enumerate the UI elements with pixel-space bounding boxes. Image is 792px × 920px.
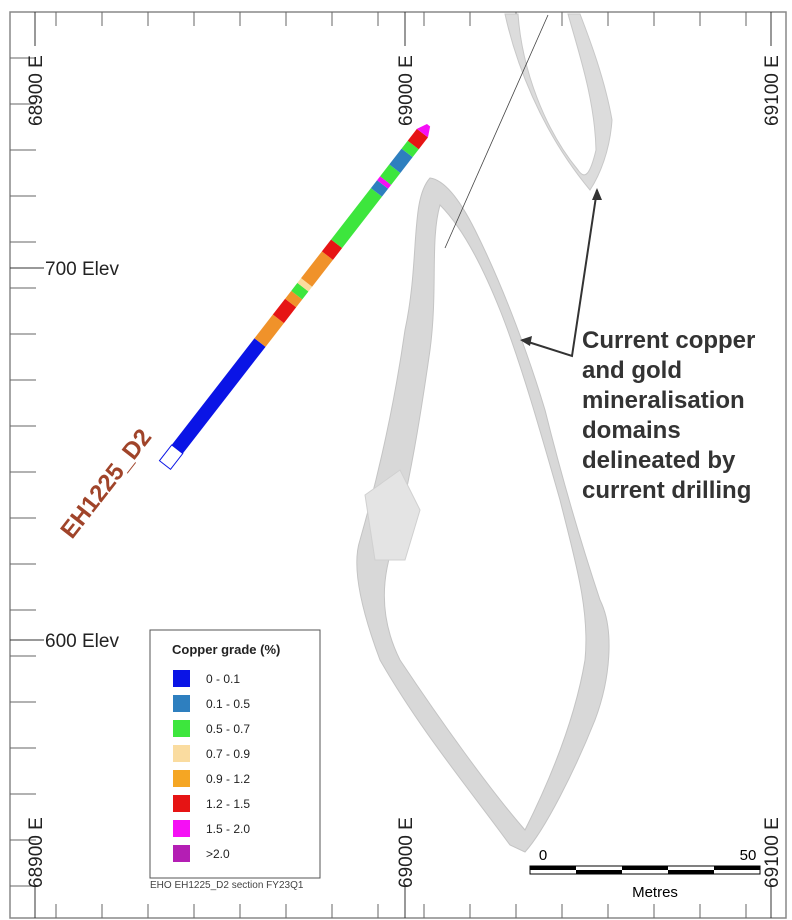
legend-label: 0.9 - 1.2 [206, 772, 250, 786]
legend-swatch [173, 770, 190, 787]
drill-segment [331, 188, 382, 249]
grid-label: 68900 E [26, 817, 47, 888]
grid-label: 69100 E [762, 55, 783, 126]
legend-swatch [173, 720, 190, 737]
legend-swatch [173, 745, 190, 762]
drill-segment [301, 251, 333, 287]
drill-segment [254, 314, 284, 347]
legend-swatch [173, 670, 190, 687]
drill-segment [380, 164, 401, 185]
drill-segment [401, 140, 419, 158]
drill-segment [291, 282, 309, 300]
drill-segment [377, 176, 392, 189]
grid-label: 69000 E [396, 55, 417, 126]
drill-segment [285, 290, 303, 308]
annotation-line: and gold [582, 357, 682, 384]
legend-swatch [173, 695, 190, 712]
legend-label: 1.2 - 1.5 [206, 797, 250, 811]
scale-bar-block [576, 870, 622, 874]
scale-start: 0 [539, 847, 547, 864]
scale-unit: Metres [632, 884, 678, 901]
domain-shape [364, 469, 421, 561]
scale-end: 50 [740, 847, 757, 864]
drill-segment [272, 298, 297, 324]
scale-bar-block [530, 866, 576, 870]
drill-segment [389, 148, 413, 173]
elev-label: 700 Elev [45, 259, 119, 280]
legend-swatch [173, 845, 190, 862]
grid-label: 69100 E [762, 817, 783, 888]
drill-segment [171, 338, 266, 454]
frame-ticks [10, 12, 747, 918]
drill-segment [407, 128, 428, 150]
annotation: Current copper and gold mineralisation doma… [582, 327, 755, 504]
legend-swatch [173, 795, 190, 812]
legend-label: 0 - 0.1 [206, 672, 240, 686]
annotation-arrow [521, 189, 598, 358]
annotation-line: delineated by [582, 447, 736, 474]
scale-bar-block [622, 866, 668, 870]
grid-label: 69000 E [396, 817, 417, 888]
legend-label: 0.1 - 0.5 [206, 697, 250, 711]
legend-title: Copper grade (%) [172, 642, 280, 657]
grid-label: 68900 E [26, 55, 47, 126]
drill-segment [416, 124, 431, 138]
trace-line [444, 14, 549, 249]
annotation-line: domains [582, 417, 681, 444]
legend-swatch [173, 820, 190, 837]
domain-shape [356, 177, 610, 853]
scale-bar: 0 50 Metres [529, 847, 761, 901]
scale-bar-block [714, 866, 760, 870]
legend-label: 1.5 - 2.0 [206, 822, 250, 836]
legend-label: 0.5 - 0.7 [206, 722, 250, 736]
annotation-line: Current copper [582, 327, 755, 354]
caption: EHO EH1225_D2 section FY23Q1 [150, 880, 304, 891]
grid-labels: 68900 E 69000 E 69100 E 68900 E 69000 E 69100… [10, 12, 783, 918]
legend-label: >2.0 [206, 847, 230, 861]
legend-label: 0.7 - 0.9 [206, 747, 250, 761]
drill-segment [370, 180, 389, 197]
legend-items: 0 - 0.1 0.1 - 0.5 0.5 - 0.7 0.7 - 0.9 0.9 - … [173, 670, 250, 862]
drill-segment [297, 278, 313, 292]
annotation-line: current drilling [582, 477, 751, 504]
drill-segment [321, 239, 343, 260]
elev-label: 600 Elev [45, 631, 119, 652]
drillhole [158, 124, 431, 470]
annotation-line: mineralisation [582, 387, 745, 414]
scale-bar-block [668, 870, 714, 874]
domain-shape [504, 13, 613, 191]
